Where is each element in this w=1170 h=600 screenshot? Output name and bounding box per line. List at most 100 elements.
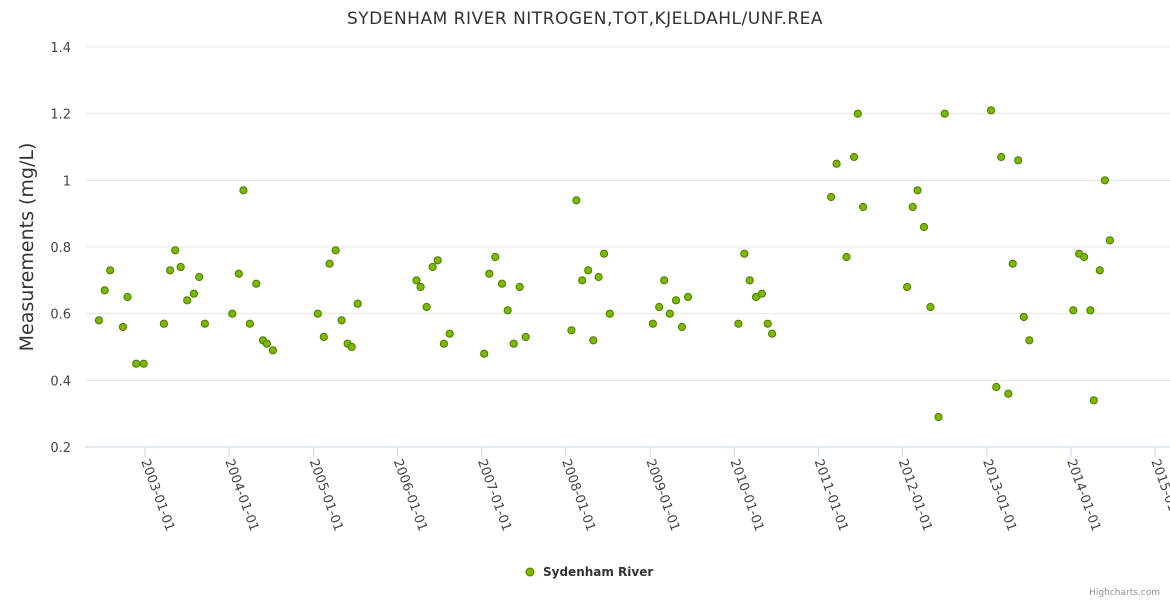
data-point[interactable] — [745, 276, 754, 285]
credits-link[interactable]: Highcharts.com — [1089, 588, 1160, 598]
data-point[interactable] — [572, 196, 581, 205]
data-point[interactable] — [589, 336, 598, 345]
data-point[interactable] — [850, 152, 859, 162]
data-point[interactable] — [262, 339, 271, 348]
data-point[interactable] — [683, 292, 693, 302]
data-point[interactable] — [325, 259, 334, 268]
y-tick-label: 1 — [63, 174, 71, 189]
data-point[interactable] — [567, 326, 576, 335]
data-point[interactable] — [832, 159, 841, 168]
data-point[interactable] — [412, 276, 421, 285]
series-sydenham-river[interactable] — [94, 106, 1115, 422]
data-point[interactable] — [195, 272, 204, 282]
grid-lines — [85, 46, 1170, 381]
data-point[interactable] — [986, 106, 996, 115]
data-point[interactable] — [1086, 306, 1095, 315]
data-point[interactable] — [665, 309, 674, 318]
data-point[interactable] — [660, 276, 669, 285]
data-point[interactable] — [331, 246, 340, 255]
data-point[interactable] — [903, 282, 912, 292]
data-point[interactable] — [584, 266, 593, 275]
data-point[interactable] — [480, 349, 489, 358]
data-point[interactable] — [1008, 259, 1017, 268]
data-point[interactable] — [926, 302, 935, 312]
data-point[interactable] — [1025, 336, 1034, 345]
data-point[interactable] — [1080, 252, 1089, 262]
data-point[interactable] — [268, 346, 277, 355]
data-point[interactable] — [908, 202, 917, 212]
data-point[interactable] — [842, 252, 851, 262]
data-point[interactable] — [521, 332, 530, 342]
data-point[interactable] — [509, 339, 518, 348]
data-point[interactable] — [1014, 156, 1023, 165]
data-point[interactable] — [1069, 306, 1078, 315]
data-point[interactable] — [1100, 176, 1110, 185]
data-point[interactable] — [1089, 396, 1098, 405]
data-point[interactable] — [578, 276, 587, 285]
legend-symbol[interactable] — [525, 567, 535, 577]
data-point[interactable] — [422, 302, 431, 312]
data-point[interactable] — [740, 249, 749, 258]
data-point[interactable] — [171, 246, 180, 255]
data-point[interactable] — [118, 322, 128, 332]
data-point[interactable] — [428, 262, 437, 272]
data-point[interactable] — [497, 279, 507, 288]
data-point[interactable] — [353, 299, 362, 308]
data-point[interactable] — [200, 319, 209, 328]
data-point[interactable] — [239, 186, 248, 195]
data-point[interactable] — [183, 296, 192, 305]
data-point[interactable] — [252, 279, 261, 288]
data-point[interactable] — [313, 309, 322, 318]
legend[interactable]: Sydenham River — [525, 565, 653, 579]
data-point[interactable] — [166, 266, 175, 275]
data-point[interactable] — [605, 309, 614, 318]
data-point[interactable] — [859, 202, 868, 212]
data-point[interactable] — [677, 322, 687, 332]
data-point[interactable] — [106, 266, 115, 275]
data-point[interactable] — [768, 329, 777, 338]
data-point[interactable] — [757, 289, 767, 298]
data-point[interactable] — [439, 339, 448, 348]
data-point[interactable] — [139, 359, 148, 368]
data-point[interactable] — [100, 286, 109, 295]
data-point[interactable] — [159, 319, 168, 328]
data-point[interactable] — [594, 272, 603, 282]
data-point[interactable] — [234, 269, 243, 278]
data-point[interactable] — [485, 269, 494, 278]
data-point[interactable] — [503, 306, 512, 315]
data-point[interactable] — [655, 302, 664, 312]
data-point[interactable] — [189, 289, 198, 298]
data-point[interactable] — [416, 282, 425, 292]
data-point[interactable] — [132, 359, 141, 368]
data-point[interactable] — [853, 109, 862, 118]
legend-item-sydenham-river[interactable]: Sydenham River — [543, 565, 653, 579]
data-point[interactable] — [94, 316, 104, 325]
data-point[interactable] — [337, 316, 346, 325]
data-point[interactable] — [123, 292, 132, 302]
data-point[interactable] — [919, 222, 929, 232]
data-point[interactable] — [1019, 312, 1028, 322]
data-point[interactable] — [445, 329, 454, 338]
data-point[interactable] — [1004, 389, 1013, 398]
data-point[interactable] — [940, 109, 949, 118]
data-point[interactable] — [515, 282, 524, 292]
data-point[interactable] — [997, 152, 1006, 162]
data-point[interactable] — [913, 186, 922, 195]
data-point[interactable] — [228, 309, 237, 318]
data-point[interactable] — [992, 382, 1001, 392]
data-point[interactable] — [600, 249, 609, 258]
data-point[interactable] — [763, 319, 772, 328]
data-point[interactable] — [491, 252, 500, 262]
data-point[interactable] — [671, 296, 681, 305]
data-point[interactable] — [1095, 266, 1104, 275]
data-point[interactable] — [648, 319, 658, 328]
data-point[interactable] — [1105, 236, 1115, 245]
data-point[interactable] — [319, 332, 328, 342]
data-point[interactable] — [734, 319, 743, 328]
data-point[interactable] — [245, 319, 254, 328]
data-point[interactable] — [176, 262, 185, 272]
data-point[interactable] — [433, 256, 442, 265]
data-point[interactable] — [827, 192, 836, 202]
data-point[interactable] — [347, 342, 356, 352]
data-point[interactable] — [934, 412, 943, 422]
